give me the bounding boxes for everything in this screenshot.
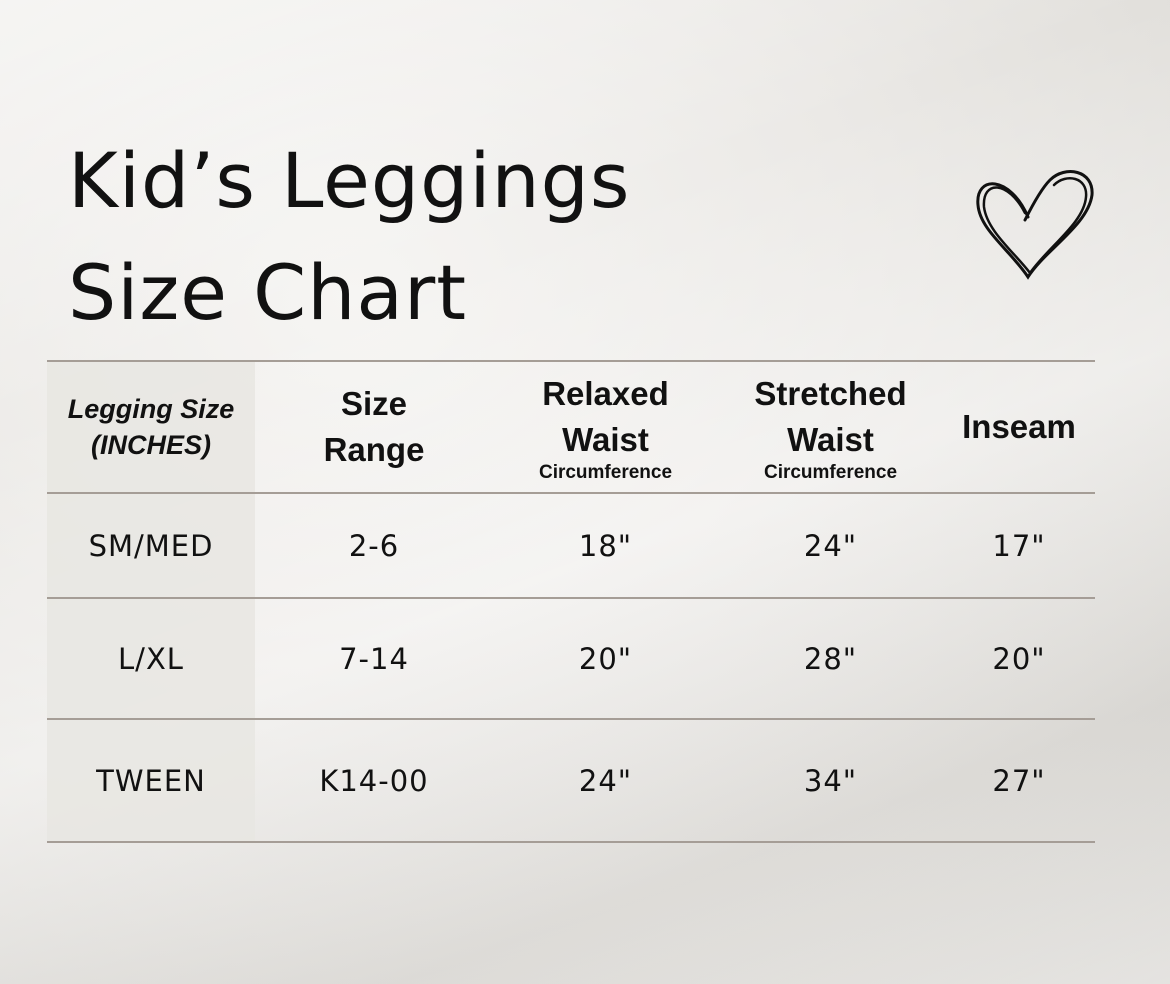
cell-inseam: 17" xyxy=(992,528,1046,563)
header-stretched-waist: Stretched Waist Circumference xyxy=(718,362,943,492)
header-relaxed-waist: Relaxed Waist Circumference xyxy=(493,362,718,492)
cell-stretched: 24" xyxy=(803,528,858,563)
cell-range: 7-14 xyxy=(339,641,409,676)
title-line-1: Kid’s Leggings xyxy=(68,136,631,225)
header-subtext: Circumference xyxy=(763,462,898,483)
title-line-2: Size Chart xyxy=(68,248,468,337)
cell-size: L/XL xyxy=(118,641,184,676)
cell-size: SM/MED xyxy=(88,528,214,563)
table-row: TWEEN K14-00 24" 34" 27" xyxy=(47,718,1095,843)
header-text: Waist xyxy=(787,421,874,458)
header-text: Inseam xyxy=(962,408,1076,445)
header-text: Legging Size xyxy=(67,394,235,424)
cell-stretched: 34" xyxy=(803,763,858,798)
size-table: Legging Size (INCHES) Size Range Relaxed Wa… xyxy=(47,360,1095,843)
header-text: Size xyxy=(340,385,408,422)
cell-relaxed: 24" xyxy=(578,763,633,798)
cell-range: 2-6 xyxy=(348,528,400,563)
header-row: Legging Size (INCHES) Size Range Relaxed Wa… xyxy=(47,360,1095,492)
header-size-range: Size Range xyxy=(255,362,493,492)
heart-icon xyxy=(976,170,1094,280)
cell-size: TWEEN xyxy=(96,763,206,798)
header-legging-size: Legging Size (INCHES) xyxy=(47,362,255,492)
cell-inseam: 20" xyxy=(992,641,1046,676)
table-row: SM/MED 2-6 18" 24" 17" xyxy=(47,492,1095,597)
cell-relaxed: 18" xyxy=(578,528,633,563)
header-text: Relaxed xyxy=(542,375,669,412)
table-row: L/XL 7-14 20" 28" 20" xyxy=(47,597,1095,718)
cell-inseam: 27" xyxy=(992,763,1046,798)
page-title: Kid’s Leggings Size Chart xyxy=(68,125,630,349)
first-column-background xyxy=(47,360,255,843)
header-inseam: Inseam xyxy=(943,362,1095,492)
header-text: (INCHES) xyxy=(91,430,211,460)
cell-stretched: 28" xyxy=(803,641,858,676)
cell-range: K14-00 xyxy=(319,763,429,798)
header-text: Waist xyxy=(562,421,649,458)
cell-relaxed: 20" xyxy=(578,641,633,676)
header-subtext: Circumference xyxy=(538,462,673,483)
header-text: Stretched xyxy=(754,375,907,412)
header-text: Range xyxy=(323,431,425,468)
